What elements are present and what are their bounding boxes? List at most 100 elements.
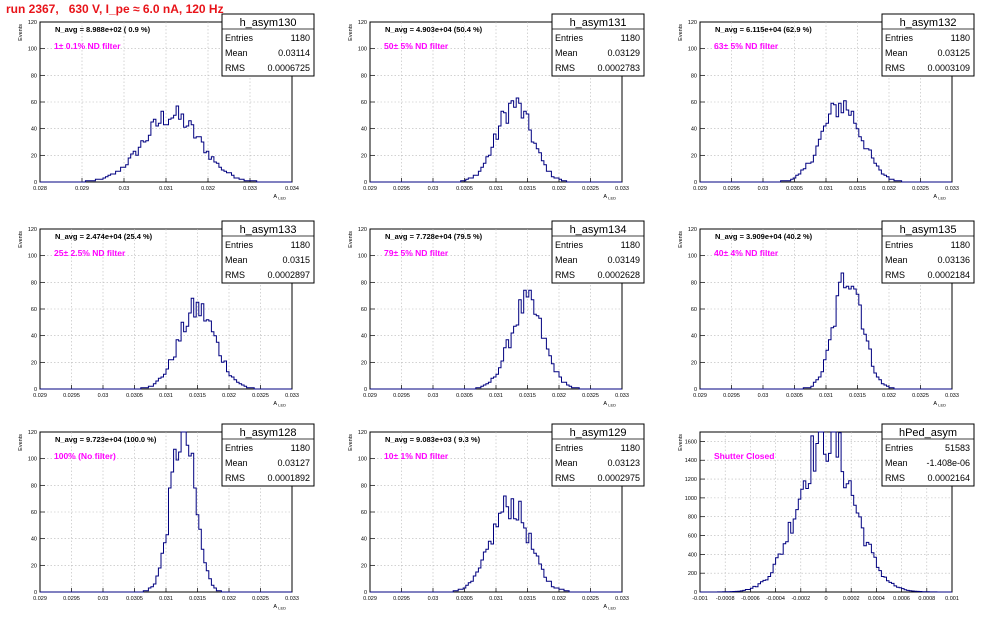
- stats-key: Entries: [225, 240, 254, 250]
- x-tick-label: 0.032: [552, 393, 566, 399]
- y-tick-label: 1600: [685, 439, 697, 445]
- x-tick-label: 0.029: [363, 186, 377, 192]
- x-tick-label: 0.03: [98, 393, 109, 399]
- page-title: run 2367, 630 V, I_pe ≈ 6.0 nA, 120 Hz: [6, 2, 224, 16]
- y-tick-label: 100: [28, 254, 37, 260]
- stats-value: 0.0315: [282, 255, 310, 265]
- x-tick-label: 0.031: [489, 393, 503, 399]
- histogram-curve: [40, 105, 292, 183]
- x-tick-label: 0.031: [489, 596, 503, 602]
- n-avg-label: N_avg = 4.903e+04 (50.4 %): [385, 25, 483, 34]
- stats-key: Entries: [885, 443, 914, 453]
- x-tick-label: 0.0315: [519, 596, 536, 602]
- stats-value: 1180: [291, 33, 310, 43]
- y-tick-label: 120: [28, 430, 37, 436]
- stats-key: RMS: [225, 473, 245, 483]
- stats-value: 0.03129: [607, 48, 640, 58]
- y-tick-label: 200: [688, 571, 697, 577]
- stats-value: 1180: [621, 443, 640, 453]
- x-tick-label: -0.0008: [716, 596, 735, 602]
- x-tick-label: 0.0315: [519, 186, 536, 192]
- x-tick-label: 0.0325: [582, 596, 599, 602]
- y-tick-label: 60: [691, 307, 697, 313]
- x-tick-label: 0.0325: [252, 393, 269, 399]
- filter-label: 25± 2.5% ND filter: [54, 248, 126, 258]
- y-tick-label: 120: [688, 20, 697, 26]
- x-tick-label: 0.033: [243, 186, 257, 192]
- x-tick-label: 0.031: [159, 186, 173, 192]
- y-tick-label: 80: [691, 280, 697, 286]
- stats-box: [881, 423, 975, 487]
- stats-key: RMS: [225, 270, 245, 280]
- n-avg-label: N_avg = 6.115e+04 (62.9 %): [715, 25, 812, 34]
- x-axis-label-sub: LED: [608, 606, 616, 611]
- y-axis-label: Events: [348, 434, 354, 451]
- y-tick-label: 0: [364, 387, 367, 393]
- stats-box: [221, 13, 315, 77]
- y-tick-label: 120: [28, 227, 37, 233]
- y-tick-label: 0: [694, 180, 697, 186]
- stats-value: 0.03125: [937, 48, 970, 58]
- stats-key: RMS: [885, 270, 905, 280]
- y-tick-label: 1000: [685, 496, 697, 502]
- histogram-panel-h_asym135: 0.029 0.0295 0.03 0.0305 0.031 0.0315 0.032 0.0…: [678, 220, 975, 408]
- x-tick-label: 0.0315: [189, 393, 206, 399]
- y-tick-label: 20: [361, 563, 367, 569]
- x-tick-label: 0.03: [119, 186, 130, 192]
- y-tick-label: 120: [358, 20, 367, 26]
- x-tick-label: 0.032: [201, 186, 215, 192]
- x-tick-label: 0.033: [945, 393, 959, 399]
- stats-key: Mean: [885, 458, 908, 468]
- filter-label: 1± 0.1% ND filter: [54, 41, 121, 51]
- filter-label: 40± 4% ND filter: [714, 248, 779, 258]
- stats-title: h_asym134: [570, 224, 627, 236]
- x-tick-label: 0.0305: [786, 186, 803, 192]
- x-tick-label: 0.028: [33, 186, 47, 192]
- x-tick-label: 0.03: [428, 186, 439, 192]
- y-tick-label: 20: [31, 153, 37, 159]
- stats-key: Entries: [225, 443, 254, 453]
- stats-key: Mean: [225, 255, 248, 265]
- x-tick-label: 0.033: [615, 393, 629, 399]
- x-tick-label: 0.033: [615, 186, 629, 192]
- x-axis-label: A LED: [603, 604, 616, 611]
- histogram-panel-h_asym131: 0.029 0.0295 0.03 0.0305 0.031 0.0315 0.032 0.0…: [348, 13, 645, 201]
- x-tick-label: 0.033: [945, 186, 959, 192]
- y-tick-label: 120: [358, 430, 367, 436]
- stats-title: h_asym128: [240, 427, 297, 439]
- x-tick-label: 0.029: [693, 393, 707, 399]
- x-tick-label: 0.0305: [456, 393, 473, 399]
- y-tick-label: 60: [361, 100, 367, 106]
- stats-value: 1180: [621, 240, 640, 250]
- stats-key: RMS: [885, 473, 905, 483]
- histogram-panel-h_asym132: 0.029 0.0295 0.03 0.0305 0.031 0.0315 0.032 0.0…: [678, 13, 975, 201]
- stats-value: 1180: [951, 33, 970, 43]
- x-tick-label: 0.034: [285, 186, 299, 192]
- y-tick-label: 20: [361, 360, 367, 366]
- histogram-curve: [40, 431, 292, 593]
- x-tick-label: 0.0295: [393, 596, 410, 602]
- y-tick-label: 80: [361, 483, 367, 489]
- stats-value: 1180: [291, 443, 310, 453]
- x-tick-label: 0.033: [285, 393, 299, 399]
- y-tick-label: 40: [361, 334, 367, 340]
- filter-label: 50± 5% ND filter: [384, 41, 449, 51]
- x-tick-label: 0.0315: [189, 596, 206, 602]
- x-axis-label: A LED: [603, 194, 616, 201]
- y-tick-label: 60: [361, 510, 367, 516]
- stats-title: h_asym130: [240, 17, 297, 29]
- x-axis-label: A LED: [273, 604, 286, 611]
- histogram-panel-h_asym130: 0.028 0.029 0.03 0.031 0.032 0.033 0.034 0 20 40 6…: [18, 13, 315, 201]
- filter-label: 100% (No filter): [54, 451, 116, 461]
- stats-value: 0.03127: [277, 458, 310, 468]
- histogram-curve: [700, 100, 952, 183]
- x-axis-label-sub: LED: [278, 403, 286, 408]
- y-tick-label: 0: [34, 590, 37, 596]
- stats-title: h_asym131: [570, 17, 627, 29]
- y-tick-label: 20: [31, 360, 37, 366]
- y-tick-label: 60: [691, 100, 697, 106]
- y-tick-label: 100: [358, 457, 367, 463]
- stats-key: Entries: [225, 33, 254, 43]
- x-axis-label-sub: LED: [938, 403, 946, 408]
- x-tick-label: 0.0305: [456, 596, 473, 602]
